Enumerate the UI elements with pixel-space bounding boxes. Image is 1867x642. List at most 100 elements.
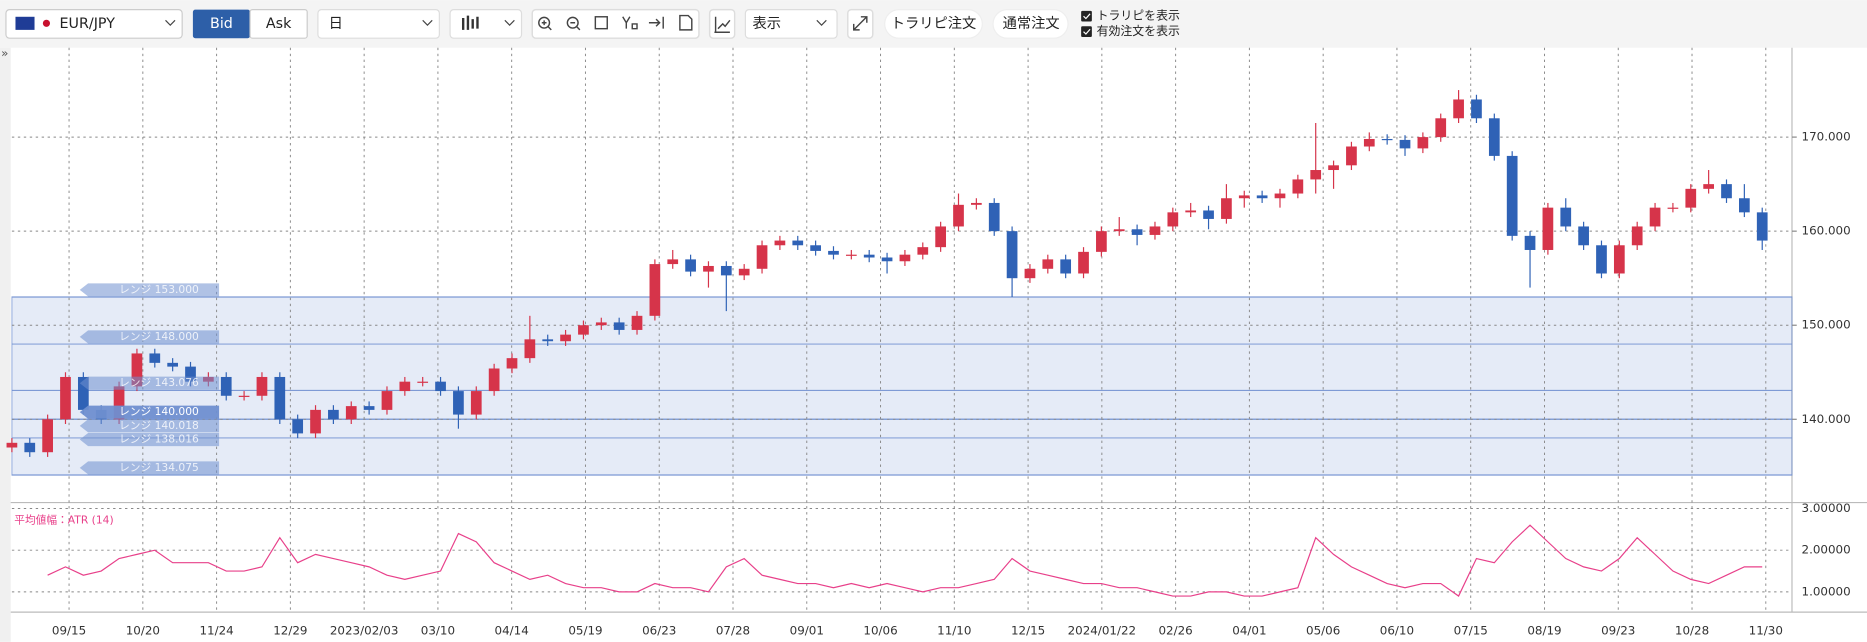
range-tag xyxy=(79,461,220,475)
trarip-order-button[interactable] xyxy=(884,9,983,39)
candle-body xyxy=(77,376,89,410)
candle-body xyxy=(542,339,554,342)
range-label: レンジ 143.076 xyxy=(119,376,199,389)
range-label: レンジ 138.016 xyxy=(119,433,199,446)
y-tick-label: 1.00000 xyxy=(1802,584,1851,598)
candle-body xyxy=(1256,195,1268,199)
chevron xyxy=(504,19,515,26)
candle-body xyxy=(667,259,679,265)
candle-body xyxy=(1756,212,1768,241)
candle-body xyxy=(417,381,429,383)
candle-body xyxy=(399,381,411,392)
x-tick-label: 07/15 xyxy=(1454,624,1488,638)
candle-body xyxy=(1703,184,1714,189)
chevron xyxy=(165,19,176,26)
candle-body xyxy=(310,409,321,434)
candle-body xyxy=(1060,259,1072,274)
x-tick-label: 2023/02/03 xyxy=(330,624,399,638)
candle-body xyxy=(1024,268,1036,279)
trarip-order-text: トラリピ注文 xyxy=(891,15,977,32)
bid-text: Bid xyxy=(210,16,233,32)
x-tick-label: 02/26 xyxy=(1158,624,1192,638)
y-tick-label: 150.000 xyxy=(1802,318,1851,332)
indicator-label: 平均値幅：ATR (14) xyxy=(14,513,113,526)
candle-body xyxy=(149,353,161,363)
candle-body xyxy=(1417,137,1429,149)
tool-icons[interactable] xyxy=(531,8,874,39)
candle-body xyxy=(113,386,125,420)
candle-body xyxy=(60,376,71,420)
candle-body xyxy=(703,265,714,272)
x-tick-label: 11/24 xyxy=(199,624,233,638)
y-tick-label: 3.00000 xyxy=(1802,501,1851,515)
candle-body xyxy=(1667,207,1679,209)
checkbox-label: トラリピを表示 xyxy=(1097,9,1180,23)
candle-body xyxy=(756,245,768,269)
candle-body xyxy=(1649,207,1661,227)
candle-body xyxy=(1363,138,1375,147)
checkbox[interactable] xyxy=(1081,10,1092,22)
period-select[interactable] xyxy=(317,9,440,39)
x-tick-label: 08/19 xyxy=(1527,624,1561,638)
candle-body xyxy=(720,265,732,276)
checkbox-label: 有効注文を表示 xyxy=(1097,24,1180,38)
candle-body xyxy=(363,406,375,410)
display-select[interactable] xyxy=(744,9,838,39)
candle-body xyxy=(774,240,786,246)
normal-order-button[interactable] xyxy=(992,9,1069,39)
x-tick-label: 09/15 xyxy=(52,624,86,638)
y-tick-label: 2.00000 xyxy=(1802,543,1851,557)
candle-body xyxy=(1578,226,1589,246)
chevron xyxy=(422,19,433,26)
checkbox[interactable] xyxy=(1081,26,1092,38)
candle-body xyxy=(167,362,179,367)
candle-body xyxy=(613,322,625,330)
candle-body xyxy=(1078,251,1089,274)
x-tick-label: 04/01 xyxy=(1232,624,1266,638)
candle-body xyxy=(328,409,339,420)
candle-body xyxy=(1560,207,1572,227)
symbol-select[interactable] xyxy=(5,9,183,39)
candle-body xyxy=(1471,99,1482,119)
candle-body xyxy=(1542,207,1554,250)
candle-body xyxy=(256,376,268,396)
ask-button[interactable] xyxy=(249,9,308,39)
range-band xyxy=(11,296,1793,476)
display-text: 表示 xyxy=(753,15,782,32)
x-tick-label: 06/10 xyxy=(1380,624,1414,638)
candle-body xyxy=(1381,138,1393,141)
range-tag xyxy=(79,330,220,344)
candle-body xyxy=(1685,188,1697,208)
candle-body xyxy=(1292,179,1304,194)
candle-body xyxy=(506,358,518,369)
candle-body xyxy=(1399,139,1411,149)
candle-body xyxy=(917,247,929,255)
flag-jp xyxy=(42,19,51,27)
range-label: レンジ 140.000 xyxy=(119,405,199,418)
candle-body xyxy=(435,381,446,392)
chart-type-icon xyxy=(461,15,479,30)
candle-body xyxy=(935,226,947,248)
candle-body xyxy=(845,254,857,256)
candle-body xyxy=(1006,231,1018,279)
candle-body xyxy=(1596,245,1607,274)
x-tick-label: 05/19 xyxy=(568,624,602,638)
candle-body xyxy=(560,334,571,342)
candle-body xyxy=(1488,118,1500,156)
candle-body xyxy=(685,259,696,272)
candle-body xyxy=(1328,165,1339,171)
range-tag xyxy=(79,376,220,390)
candle-body xyxy=(488,368,500,392)
y-tick-label: 170.000 xyxy=(1802,130,1851,144)
expand-icon[interactable]: » xyxy=(1,46,8,60)
bid-button[interactable] xyxy=(192,9,251,39)
candle-body xyxy=(649,264,661,316)
candle-body xyxy=(42,419,53,453)
x-tick-label: 2024/01/22 xyxy=(1068,624,1137,638)
candle-body xyxy=(131,353,143,387)
range-tag xyxy=(79,405,220,419)
candle-body xyxy=(1631,226,1643,246)
candle-body xyxy=(1274,193,1286,199)
candle-body xyxy=(185,366,196,382)
